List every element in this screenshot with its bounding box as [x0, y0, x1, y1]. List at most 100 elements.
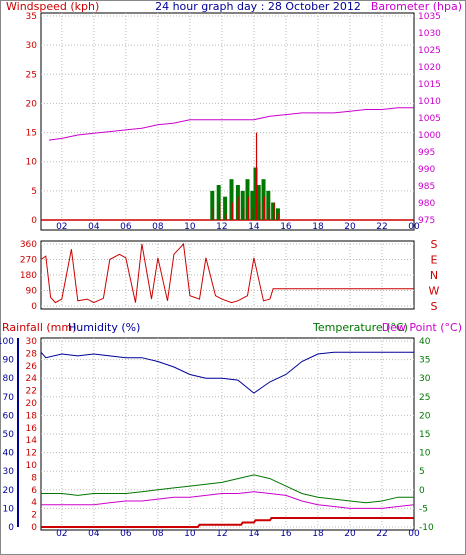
temperature-tick-label: 10 — [419, 449, 431, 459]
x-tick-label: 18 — [312, 529, 324, 539]
rainfall-tick-label: 8 — [31, 473, 37, 483]
rainfall-tick-label: 0 — [31, 523, 37, 533]
rainfall-tick-label: 26 — [26, 362, 38, 372]
rainfall-tick-label: 6 — [31, 486, 37, 496]
x-tick-label: 20 — [344, 222, 356, 232]
rainfall-tick-label: 10 — [26, 461, 38, 471]
gust-bar — [250, 190, 255, 220]
rainfall-tick-label: 16 — [26, 424, 38, 434]
compass-label: N — [430, 269, 438, 282]
rainfall-tick-label: 18 — [26, 411, 38, 421]
gust-bar — [245, 179, 250, 220]
x-tick-label: 10 — [184, 222, 196, 232]
x-tick-label: 00 — [408, 222, 420, 232]
y2-tick-label: 990 — [418, 165, 435, 175]
y-tick-label: 25 — [26, 70, 37, 80]
dewpoint-line — [41, 491, 415, 509]
gust-bar — [261, 179, 266, 220]
x-tick-label: 14 — [248, 222, 260, 232]
temperature-tick-label: 30 — [419, 374, 431, 384]
y-tick-label: 0 — [31, 216, 37, 226]
dewpoint-label: Dew Point (°C) — [382, 321, 462, 334]
y-tick-label: 360 — [20, 240, 37, 250]
compass-label: W — [429, 285, 440, 298]
x-tick-label: 22 — [376, 529, 387, 539]
y2-tick-label: 985 — [418, 182, 435, 192]
x-tick-label: 10 — [184, 529, 196, 539]
wind-direction-line — [40, 242, 414, 304]
gust-bar — [275, 208, 280, 220]
y2-tick-label: 1035 — [418, 12, 441, 22]
rainfall-tick-label: 2 — [31, 511, 37, 521]
humidity-tick-label: 90 — [3, 356, 15, 366]
compass-label: S — [431, 238, 438, 251]
x-tick-label: 06 — [120, 222, 132, 232]
x-tick-label: 00 — [408, 529, 420, 539]
humidity-tick-label: 100 — [0, 337, 14, 347]
temperature-tick-label: 15 — [419, 430, 430, 440]
x-tick-label: 22 — [376, 222, 387, 232]
gust-bar — [216, 185, 221, 220]
y-tick-label: 90 — [26, 287, 38, 297]
humidity-tick-label: 30 — [3, 467, 15, 477]
rainfall-tick-label: 14 — [26, 436, 38, 446]
compass-label: S — [431, 300, 438, 313]
barometer-axis-title: Barometer (hpa) — [371, 0, 462, 13]
x-tick-label: 04 — [88, 529, 100, 539]
humidity-line — [40, 351, 414, 394]
wind-baro-panel — [40, 12, 415, 231]
rainfall-label: Rainfall (mm) — [2, 321, 76, 334]
windspeed-axis-title: Windspeed (kph) — [6, 0, 99, 13]
barometer-line — [48, 107, 414, 141]
temperature-tick-label: 25 — [419, 393, 430, 403]
x-tick-label: 08 — [152, 529, 164, 539]
x-tick-label: 20 — [344, 529, 356, 539]
x-tick-label: 14 — [248, 529, 260, 539]
temperature-tick-label: 5 — [419, 467, 425, 477]
humidity-label: Humidity (%) — [68, 321, 140, 334]
humidity-tick-label: 40 — [3, 449, 15, 459]
temperature-tick-label: 0 — [419, 486, 425, 496]
humidity-tick-label: 60 — [3, 411, 15, 421]
gust-bar — [253, 167, 258, 220]
gust-bar — [240, 190, 245, 220]
rainfall-tick-label: 28 — [26, 349, 38, 359]
gust-bar — [223, 196, 228, 220]
rainfall-tick-label: 20 — [26, 399, 38, 409]
gust-bar — [235, 185, 240, 220]
rainfall-tick-label: 4 — [31, 498, 37, 508]
temperature-tick-label: -5 — [419, 504, 428, 514]
temperature-label: Temperature (°C) — [312, 321, 408, 334]
y2-tick-label: 1005 — [418, 114, 441, 124]
x-tick-label: 04 — [88, 222, 100, 232]
y2-tick-label: 1010 — [418, 97, 441, 107]
x-tick-label: 18 — [312, 222, 324, 232]
gust-bar — [271, 202, 276, 220]
temperature-line — [41, 474, 414, 504]
chart-layer: 02 04 06 08 10 12 14 16 18 20 22 000510152025303597… — [0, 12, 441, 539]
y-tick-label: 270 — [20, 256, 37, 266]
y2-tick-label: 1000 — [418, 131, 441, 141]
x-tick-label: 16 — [280, 222, 292, 232]
y2-tick-label: 975 — [418, 216, 435, 226]
humidity-tick-label: 50 — [3, 430, 15, 440]
temperature-tick-label: -10 — [419, 523, 434, 533]
y-tick-label: 35 — [26, 12, 37, 22]
gust-bar — [229, 179, 234, 220]
rainfall-line — [41, 517, 414, 528]
humidity-tick-label: 70 — [3, 393, 15, 403]
temperature-tick-label: 40 — [419, 337, 431, 347]
rainfall-tick-label: 22 — [26, 387, 37, 397]
y-tick-label: 15 — [26, 129, 37, 139]
humidity-tick-label: 0 — [8, 523, 14, 533]
graph-title: 24 hour graph day : 28 October 2012 — [155, 0, 361, 13]
y2-tick-label: 1020 — [418, 63, 441, 73]
y-tick-label: 0 — [31, 302, 37, 312]
y-tick-label: 30 — [26, 41, 38, 51]
y-tick-label: 180 — [20, 271, 37, 281]
gust-bar — [256, 185, 261, 220]
y-tick-label: 20 — [26, 99, 38, 109]
gust-bar — [266, 190, 271, 220]
y2-tick-label: 980 — [418, 199, 435, 209]
x-tick-label: 02 — [56, 529, 67, 539]
